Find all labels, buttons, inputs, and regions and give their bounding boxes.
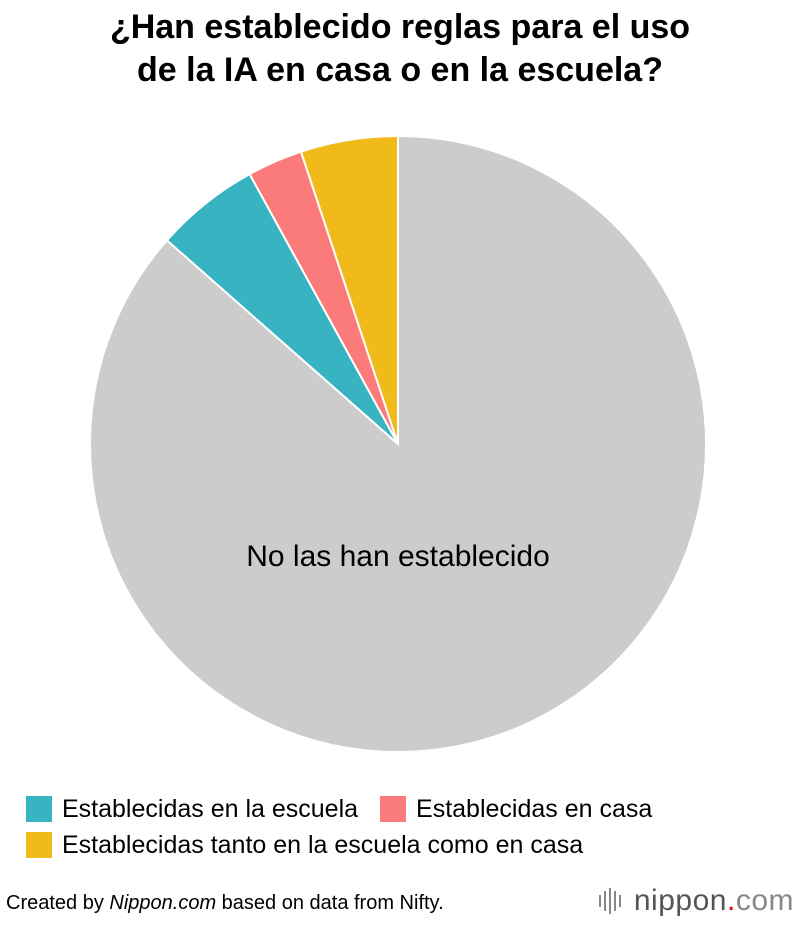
legend-label-ambos: Establecidas tanto en la escuela como en… (62, 830, 584, 859)
legend-item-escuela: Establecidas en la escuela (26, 795, 358, 824)
pie-slice-label-0: No las han establecido (246, 540, 550, 573)
legend-item-ambos: Establecidas tanto en la escuela como en… (26, 831, 583, 860)
logo-tld: com (735, 884, 794, 917)
legend-item-casa: Establecidas en casa (380, 795, 652, 824)
pie-chart: No las han establecido (89, 134, 707, 753)
legend-row-2: Establecidas tanto en la escuela como en… (26, 828, 796, 862)
legend-swatch-escuela (26, 796, 52, 822)
logo-bars-icon (598, 888, 624, 914)
legend-swatch-casa (380, 796, 407, 822)
logo-dot: . (726, 884, 736, 917)
legend-row-1: Establecidas en la escuela Establecidas … (26, 792, 796, 826)
legend-label-escuela: Establecidas en la escuela (62, 794, 359, 823)
nippon-logo: nippon. com (598, 884, 794, 918)
credit-suffix: based on data from Nifty. (216, 892, 444, 914)
legend: Establecidas en la escuela Establecidas … (26, 792, 796, 864)
chart-title-line-1: ¿Han establecido reglas para el uso (109, 8, 691, 46)
chart-title-line-2: de la IA en casa o en la escuela? (137, 51, 663, 89)
legend-swatch-ambos (26, 832, 52, 858)
credit-site: Nippon.com (109, 892, 217, 914)
logo-name: nippon (633, 884, 727, 917)
credit-prefix: Created by (6, 892, 110, 914)
chart-title: ¿Han establecido reglas para el uso de l… (0, 6, 800, 92)
pie-slice-3 (299, 134, 399, 445)
source-credit: Created by Nippon.com based on data from… (6, 892, 444, 915)
legend-label-casa: Establecidas en casa (416, 794, 653, 823)
